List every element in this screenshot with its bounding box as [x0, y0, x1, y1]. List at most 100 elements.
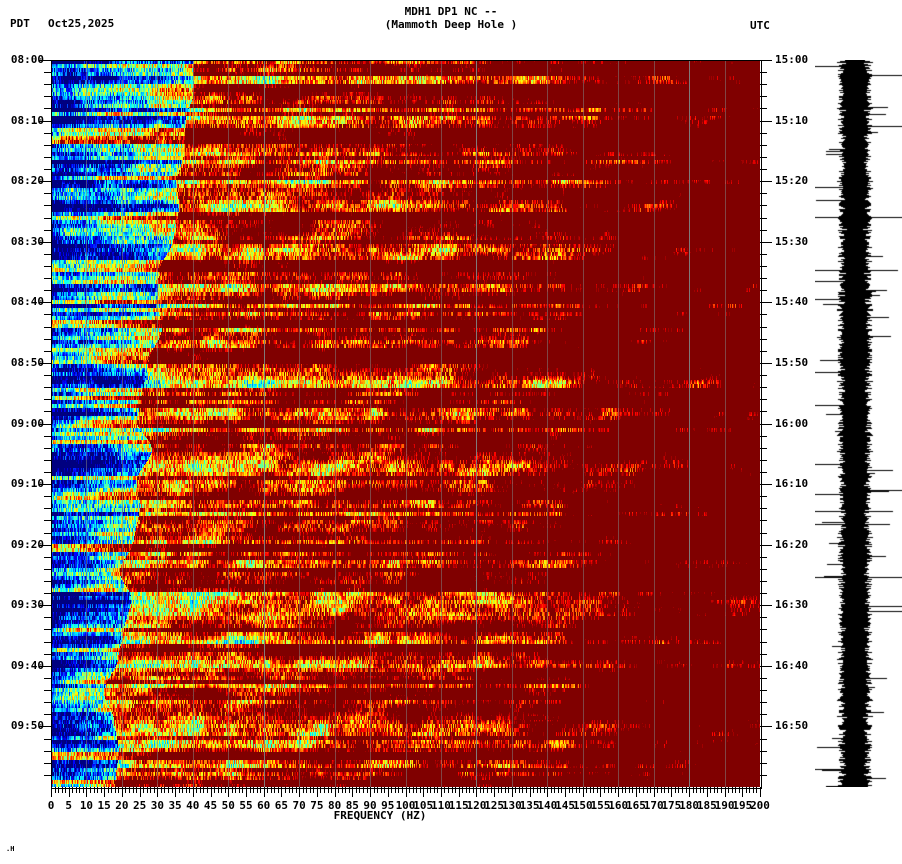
freq-minor-tick	[345, 787, 346, 793]
freq-minor-tick	[235, 787, 236, 793]
freq-major-tick	[530, 787, 531, 797]
freq-major-tick	[636, 787, 637, 797]
freq-major-tick	[707, 787, 708, 797]
time-minor-tick-left	[44, 569, 51, 570]
freq-major-tick	[600, 787, 601, 797]
time-minor-tick-right	[760, 751, 767, 752]
freq-minor-tick	[437, 787, 438, 793]
freq-minor-tick	[58, 787, 59, 793]
freq-minor-tick	[367, 787, 368, 793]
freq-major-tick	[476, 787, 477, 797]
freq-major-tick	[671, 787, 672, 797]
freq-minor-tick	[452, 787, 453, 793]
time-major-tick-right	[760, 181, 772, 182]
time-major-tick-left	[39, 60, 51, 61]
time-minor-tick-left	[44, 593, 51, 594]
time-minor-tick-right	[760, 387, 767, 388]
freq-minor-tick	[285, 787, 286, 793]
time-minor-tick-right	[760, 218, 767, 219]
time-minor-tick-right	[760, 775, 767, 776]
freq-minor-tick	[622, 787, 623, 793]
freq-minor-tick	[661, 787, 662, 793]
time-minor-tick-right	[760, 399, 767, 400]
header-timezone-right: UTC	[750, 19, 770, 32]
freq-minor-tick	[97, 787, 98, 793]
spectrogram-plot[interactable]	[51, 60, 760, 787]
freq-minor-tick	[544, 787, 545, 793]
corner-artifact: .H	[6, 845, 15, 853]
freq-minor-tick	[260, 787, 261, 793]
time-minor-tick-right	[760, 411, 767, 412]
freq-minor-tick	[693, 787, 694, 793]
freq-minor-tick	[232, 787, 233, 793]
freq-minor-tick	[203, 787, 204, 793]
freq-minor-tick	[303, 787, 304, 793]
freq-minor-tick	[196, 787, 197, 793]
time-minor-tick-right	[760, 702, 767, 703]
time-minor-tick-left	[44, 678, 51, 679]
freq-minor-tick	[604, 787, 605, 793]
time-minor-tick-left	[44, 472, 51, 473]
freq-major-tick	[494, 787, 495, 797]
freq-minor-tick	[746, 787, 747, 793]
header-date: Oct25,2025	[48, 17, 115, 30]
time-major-tick-left	[39, 302, 51, 303]
freq-minor-tick	[250, 787, 251, 793]
time-minor-tick-left	[44, 230, 51, 231]
freq-minor-tick	[522, 787, 523, 793]
time-minor-tick-right	[760, 739, 767, 740]
freq-major-tick	[228, 787, 229, 797]
time-minor-tick-left	[44, 581, 51, 582]
freq-minor-tick	[650, 787, 651, 793]
freq-minor-tick	[136, 787, 137, 793]
freq-minor-tick	[147, 787, 148, 793]
time-minor-tick-right	[760, 108, 767, 109]
freq-major-tick	[406, 787, 407, 797]
freq-minor-tick	[125, 787, 126, 793]
freq-minor-tick	[133, 787, 134, 793]
freq-major-tick	[441, 787, 442, 797]
freq-minor-tick	[72, 787, 73, 793]
time-minor-tick-right	[760, 254, 767, 255]
helicorder-trace-panel[interactable]	[815, 60, 902, 787]
freq-minor-tick	[576, 787, 577, 793]
time-label-left-6: 09:00	[10, 416, 44, 430]
freq-minor-tick	[62, 787, 63, 793]
freq-minor-tick	[611, 787, 612, 793]
time-label-left-3: 08:30	[10, 234, 44, 248]
freq-minor-tick	[540, 787, 541, 793]
freq-minor-tick	[168, 787, 169, 793]
freq-minor-tick	[714, 787, 715, 793]
time-label-right-1: 15:10	[775, 113, 809, 127]
freq-minor-tick	[395, 787, 396, 793]
freq-minor-tick	[508, 787, 509, 793]
freq-minor-tick	[551, 787, 552, 793]
freq-minor-tick	[186, 787, 187, 793]
time-minor-tick-left	[44, 193, 51, 194]
time-minor-tick-right	[760, 84, 767, 85]
freq-major-tick	[86, 787, 87, 797]
time-minor-tick-right	[760, 351, 767, 352]
time-minor-tick-left	[44, 714, 51, 715]
time-minor-tick-left	[44, 133, 51, 134]
time-minor-tick-left	[44, 145, 51, 146]
freq-minor-tick	[83, 787, 84, 793]
freq-minor-tick	[108, 787, 109, 793]
freq-minor-tick	[526, 787, 527, 793]
freq-minor-tick	[444, 787, 445, 793]
freq-minor-tick	[200, 787, 201, 793]
time-minor-tick-right	[760, 533, 767, 534]
freq-minor-tick	[732, 787, 733, 793]
freq-major-tick	[689, 787, 690, 797]
header-timezone-left: PDT	[10, 17, 30, 30]
freq-minor-tick	[420, 787, 421, 793]
freq-minor-tick	[150, 787, 151, 793]
freq-minor-tick	[143, 787, 144, 793]
freq-minor-tick	[469, 787, 470, 793]
freq-major-tick	[760, 787, 761, 797]
time-label-left-10: 09:40	[10, 658, 44, 672]
time-minor-tick-right	[760, 581, 767, 582]
time-minor-tick-right	[760, 520, 767, 521]
time-minor-tick-left	[44, 775, 51, 776]
